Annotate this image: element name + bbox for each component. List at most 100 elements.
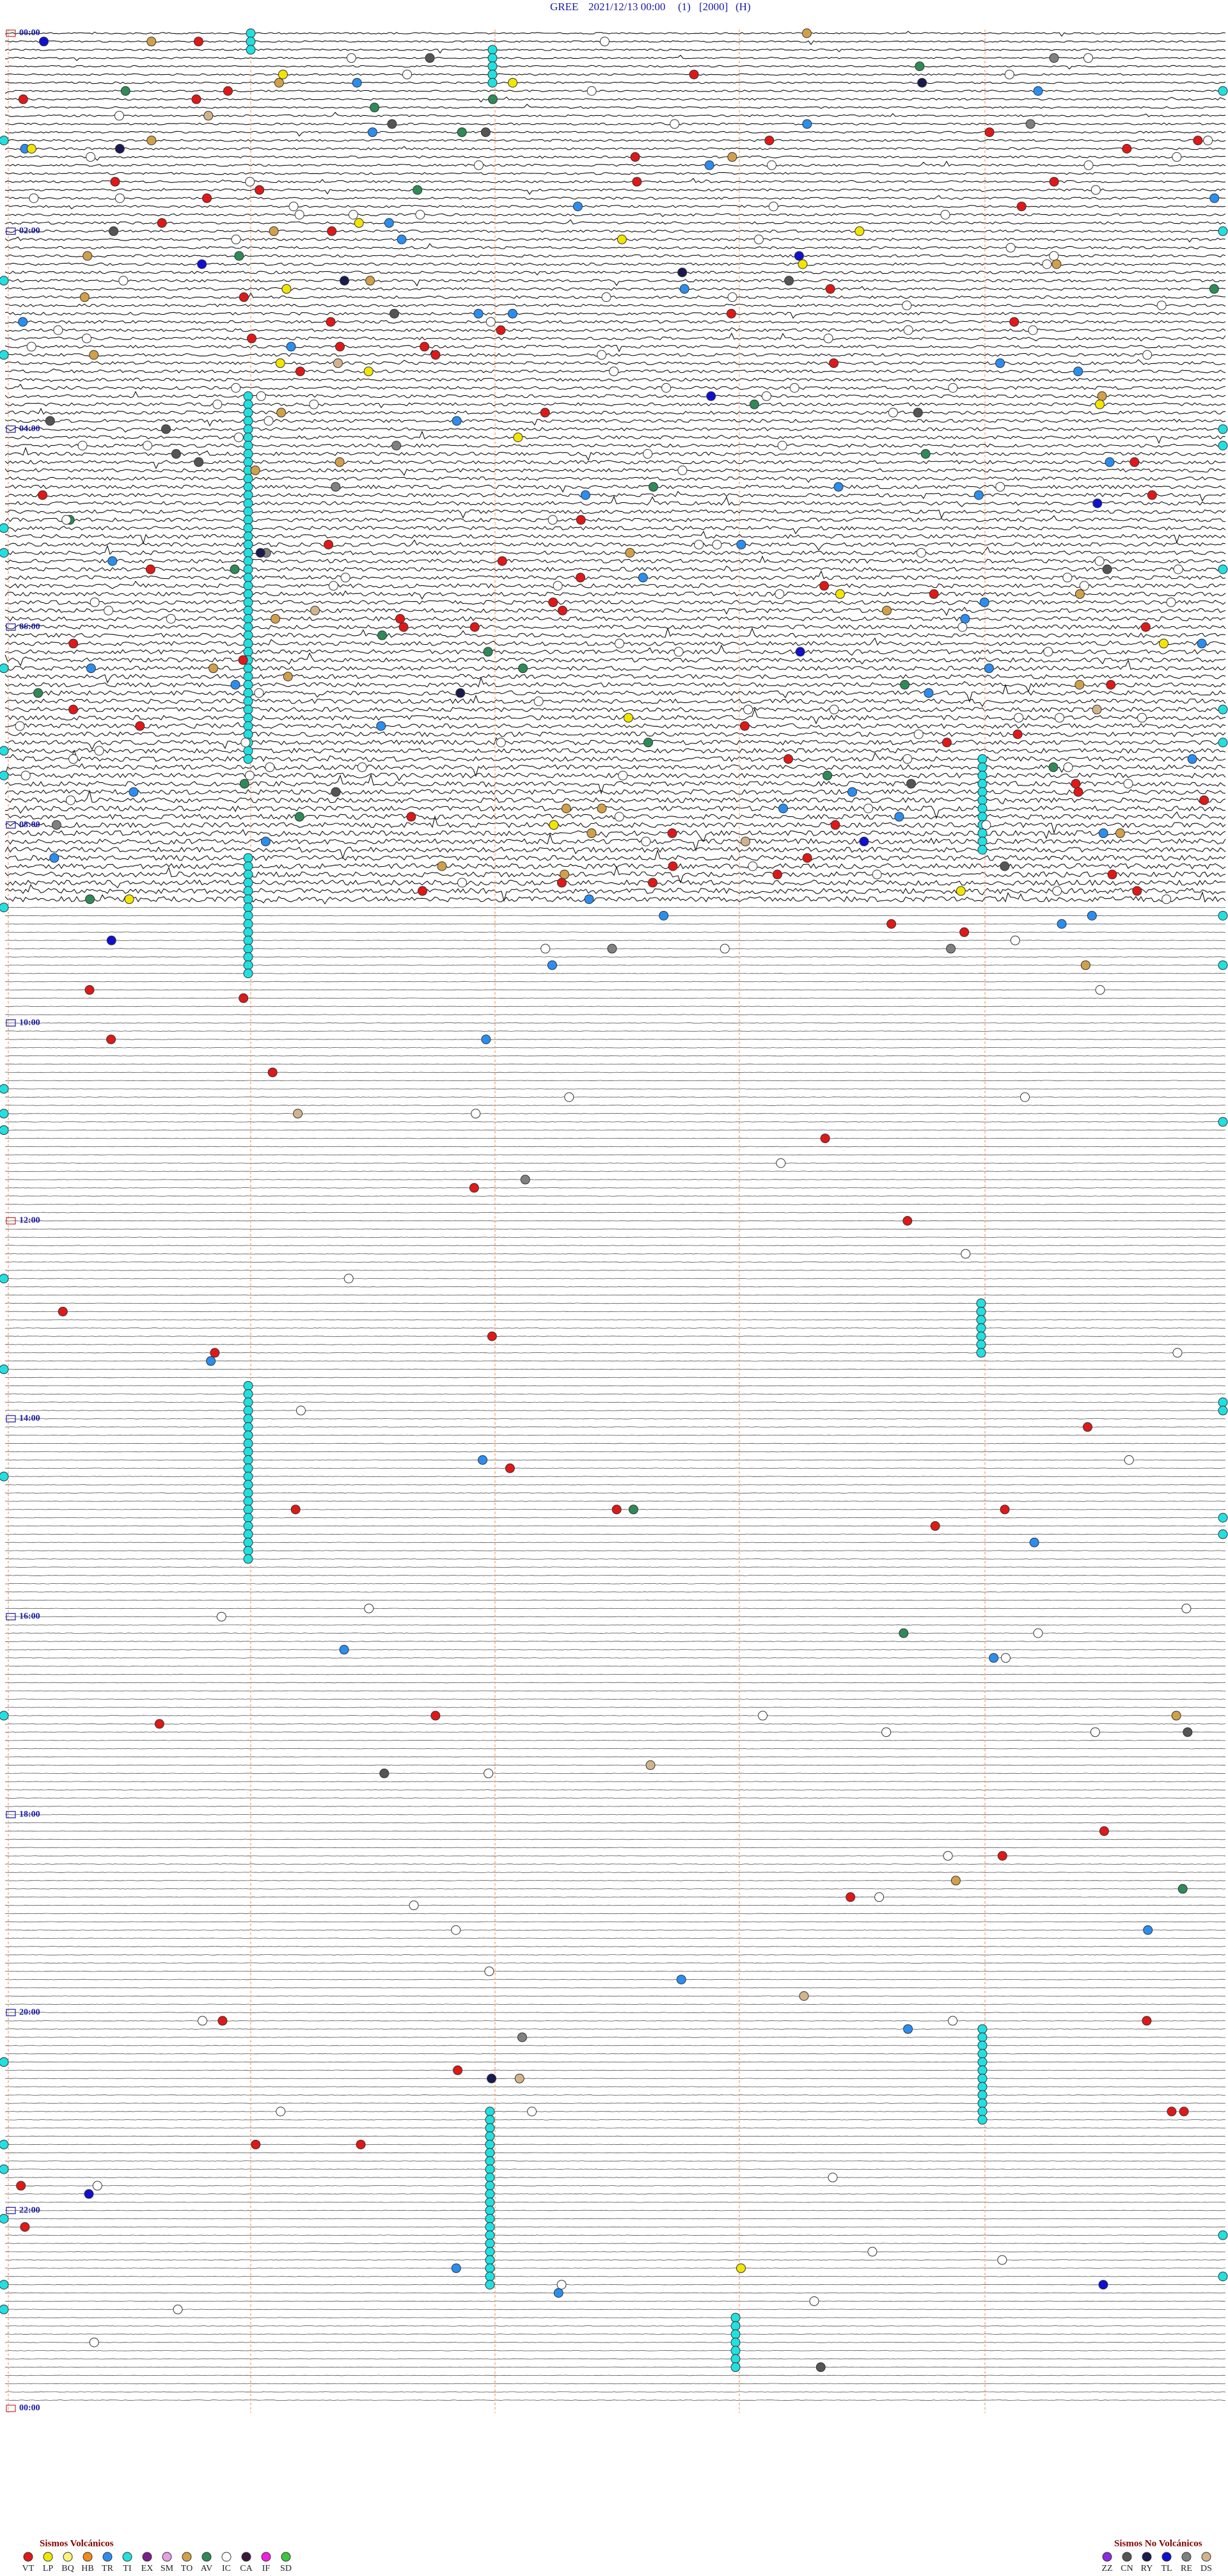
event-marker bbox=[820, 1134, 830, 1144]
event-marker bbox=[1218, 1397, 1228, 1407]
trace bbox=[4, 931, 1226, 933]
event-marker bbox=[625, 548, 635, 558]
event-marker bbox=[977, 754, 988, 764]
event-marker bbox=[377, 630, 387, 640]
trace bbox=[4, 2069, 1226, 2071]
trace bbox=[4, 1137, 1226, 1139]
event-marker bbox=[243, 523, 253, 533]
trace bbox=[4, 2177, 1226, 2178]
trace bbox=[5, 1913, 1226, 1915]
event-marker bbox=[245, 177, 255, 187]
event-marker bbox=[485, 2181, 495, 2191]
trace bbox=[4, 484, 1226, 493]
event-marker bbox=[240, 738, 251, 748]
event-marker bbox=[977, 2049, 988, 2059]
trace bbox=[4, 332, 1226, 342]
event-marker bbox=[977, 844, 988, 855]
trace bbox=[4, 1798, 1226, 1799]
legend-swatch bbox=[201, 2552, 212, 2562]
event-marker bbox=[823, 333, 833, 344]
trace bbox=[4, 863, 1226, 870]
event-marker bbox=[243, 638, 253, 649]
event-marker bbox=[402, 69, 413, 79]
event-marker bbox=[1167, 2106, 1177, 2117]
event-marker bbox=[295, 1405, 306, 1416]
event-marker bbox=[1049, 251, 1059, 261]
event-marker bbox=[1193, 136, 1203, 146]
event-marker bbox=[38, 490, 48, 500]
event-marker bbox=[364, 1603, 374, 1613]
event-marker bbox=[243, 1380, 253, 1391]
event-marker bbox=[243, 952, 253, 962]
scale: [2000] bbox=[699, 1, 728, 13]
event-marker bbox=[485, 2172, 495, 2183]
event-marker bbox=[815, 2362, 826, 2373]
event-marker bbox=[929, 589, 939, 599]
hour-marker bbox=[6, 29, 16, 37]
trace bbox=[4, 278, 1226, 287]
trace bbox=[4, 320, 1226, 324]
event-marker bbox=[730, 2346, 741, 2356]
event-marker bbox=[1055, 713, 1065, 723]
event-marker bbox=[704, 160, 714, 170]
trace bbox=[4, 344, 1226, 352]
legend-swatch bbox=[1161, 2552, 1172, 2562]
event-marker bbox=[802, 853, 812, 863]
event-marker bbox=[339, 1645, 349, 1655]
event-marker bbox=[239, 292, 249, 303]
trace bbox=[4, 391, 1226, 399]
event-marker bbox=[950, 1876, 961, 1886]
event-marker bbox=[670, 119, 680, 129]
trace bbox=[4, 805, 1225, 819]
event-marker bbox=[1090, 1727, 1100, 1737]
event-marker bbox=[487, 69, 498, 79]
event-marker bbox=[758, 1711, 768, 1721]
event-marker bbox=[677, 267, 688, 278]
trace bbox=[4, 956, 1226, 958]
trace bbox=[4, 2259, 1226, 2261]
trace bbox=[4, 81, 1226, 84]
event-marker bbox=[26, 143, 36, 154]
event-marker bbox=[223, 86, 233, 96]
event-marker bbox=[1074, 589, 1085, 599]
trace bbox=[4, 1657, 1226, 1659]
legend-swatch bbox=[23, 2552, 33, 2562]
event-marker bbox=[977, 836, 988, 846]
event-marker bbox=[547, 960, 557, 970]
event-marker bbox=[244, 770, 255, 780]
trace bbox=[4, 1286, 1226, 1288]
event-marker bbox=[1143, 1925, 1153, 1935]
trace bbox=[4, 1847, 1226, 1849]
event-marker bbox=[1172, 1348, 1183, 1358]
trace bbox=[4, 2003, 1226, 2005]
event-marker bbox=[203, 111, 214, 121]
legend-swatch bbox=[102, 2552, 113, 2562]
event-marker bbox=[920, 449, 931, 459]
trace bbox=[4, 1888, 1226, 1890]
legend-code: HB bbox=[81, 2564, 93, 2573]
event-marker bbox=[730, 2354, 741, 2364]
event-marker bbox=[976, 1323, 986, 1333]
event-marker bbox=[976, 1331, 986, 1341]
event-marker bbox=[485, 2263, 495, 2273]
event-marker bbox=[485, 2230, 495, 2240]
event-marker bbox=[894, 812, 904, 822]
trace bbox=[4, 1377, 1226, 1379]
event-marker bbox=[847, 787, 858, 797]
event-marker bbox=[367, 127, 377, 138]
trace bbox=[4, 1954, 1226, 1956]
event-marker bbox=[487, 61, 498, 72]
event-marker bbox=[846, 1892, 856, 1902]
event-marker bbox=[677, 465, 688, 475]
event-marker bbox=[977, 762, 988, 772]
event-marker bbox=[0, 136, 9, 146]
event-marker bbox=[1130, 457, 1140, 467]
event-marker bbox=[16, 2181, 26, 2191]
event-marker bbox=[430, 350, 441, 360]
trace bbox=[4, 1723, 1226, 1725]
trace bbox=[5, 1467, 1225, 1469]
event-marker bbox=[1092, 498, 1103, 509]
legend-code: AV bbox=[201, 2564, 212, 2573]
event-marker bbox=[247, 333, 257, 344]
event-marker bbox=[1092, 704, 1102, 715]
